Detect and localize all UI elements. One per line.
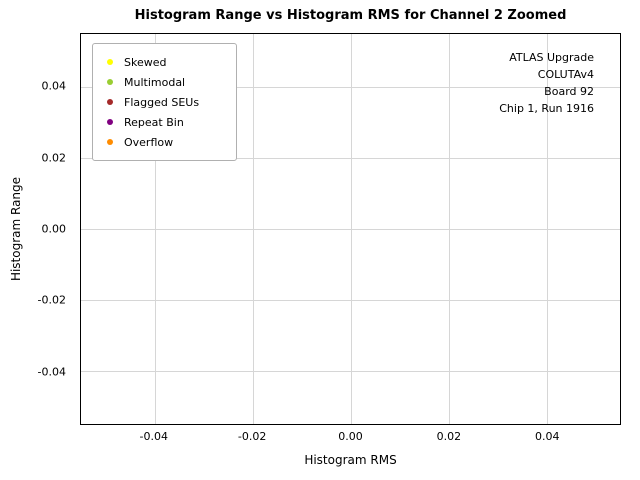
gridline-horizontal [81,87,620,89]
x-axis-ticks: -0.04 -0.02 0.00 0.02 0.04 [80,430,621,444]
annotation-line: COLUTAv4 [537,68,594,81]
annotation-line: Board 92 [544,85,594,98]
plot-area: Skewed Multimodal Flagged SEUs Repeat Bin Ov… [80,33,621,425]
gridline-horizontal [81,158,620,160]
legend-item-label: Repeat Bin [124,115,184,129]
y-tick-label: 0.04 [41,79,67,93]
x-tick-label: -0.02 [237,430,267,443]
y-tick-label: -0.02 [37,293,66,307]
y-tick-label: 0.02 [41,151,67,165]
legend-item: Multimodal [102,72,222,92]
legend-marker-dot [107,139,113,145]
legend-item-label: Skewed [124,55,167,69]
legend-item: Repeat Bin [102,112,222,132]
y-axis-label-wrap: Histogram Range [6,33,26,425]
annotation-text: ATLAS Upgrade COLUTAv4 Board 92 Chip 1, Run… [499,49,594,117]
x-tick-label: 0.00 [338,430,363,443]
y-tick-label: 0.00 [41,222,67,236]
annotation-line: ATLAS Upgrade [509,51,594,64]
x-tick-label: -0.04 [139,430,168,443]
y-tick-label: -0.04 [37,365,66,379]
legend-item: Overflow [102,132,222,152]
annotation-line: Chip 1, Run 1916 [499,102,594,115]
legend-item-label: Flagged SEUs [124,95,200,109]
x-tick-label: 0.02 [436,430,462,443]
legend-marker-dot [107,99,113,105]
legend: Skewed Multimodal Flagged SEUs Repeat Bin Ov… [92,43,237,161]
y-axis-ticks: -0.04 -0.02 0.00 0.02 0.04 [0,33,74,425]
x-tick-label: 0.04 [534,430,560,443]
legend-item: Skewed [102,52,222,72]
legend-marker-dot [107,79,113,85]
legend-item: Flagged SEUs [102,92,222,112]
legend-marker-dot [107,119,113,125]
gridline-horizontal [81,229,620,230]
legend-item-label: Multimodal [124,75,186,89]
chart-title: Histogram Range vs Histogram RMS for Cha… [134,8,567,23]
gridline-horizontal [81,299,620,301]
x-axis-label: Histogram RMS [304,453,397,467]
y-axis-label: Histogram Range [9,176,24,282]
legend-item-label: Overflow [124,135,174,149]
legend-marker-dot [107,59,113,65]
gridline-horizontal [81,370,620,372]
